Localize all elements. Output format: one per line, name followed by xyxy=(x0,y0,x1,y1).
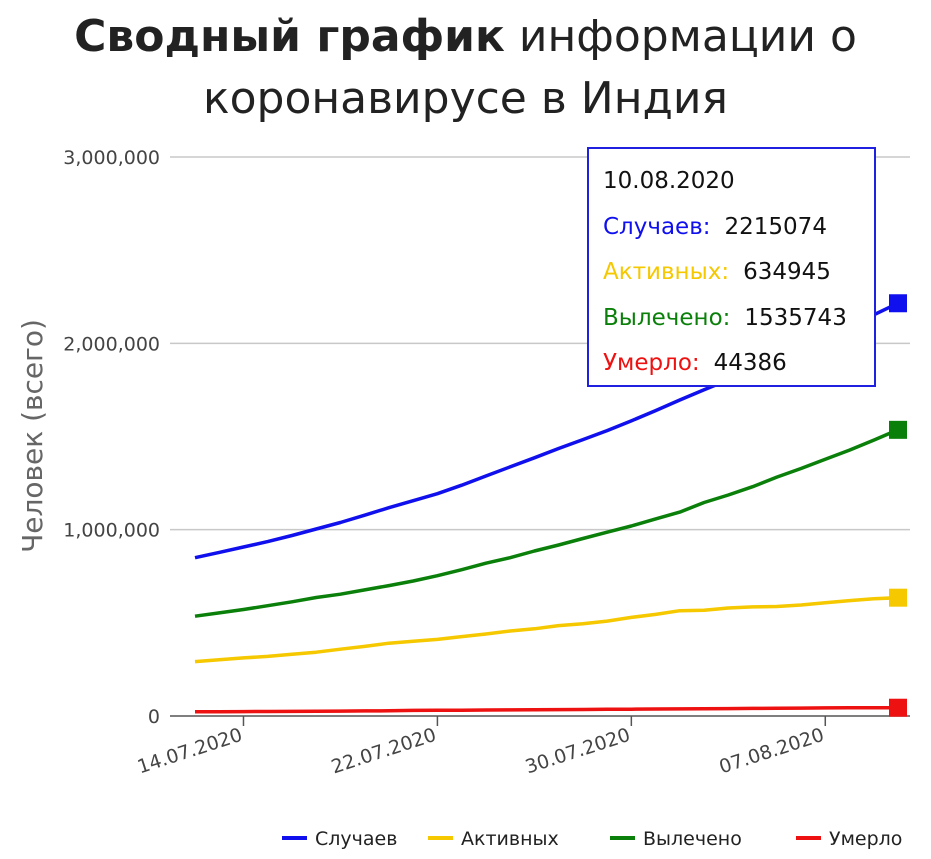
y-tick-label: 3,000,000 xyxy=(63,147,160,169)
tooltip-row-value: 1535743 xyxy=(744,305,847,331)
series-end-marker xyxy=(889,420,907,439)
series-end-marker xyxy=(889,588,907,607)
series-lines xyxy=(194,294,907,717)
chart-title-rest: информации о xyxy=(504,11,857,62)
legend-label: Случаев xyxy=(315,828,397,850)
tooltip-row-value: 634945 xyxy=(743,259,831,285)
series-line xyxy=(194,705,898,714)
chart-title: Сводный график информации о коронавирусе… xyxy=(0,6,931,130)
tooltip-row-label: Вылечено: xyxy=(603,305,731,331)
tooltip-row-value: 44386 xyxy=(713,350,787,376)
tooltip-row: Умерло: 44386 xyxy=(603,350,787,376)
tooltip-row: Вылечено: 1535743 xyxy=(603,305,847,331)
legend-label: Вылечено xyxy=(643,828,742,850)
chart-title-bold: Сводный график xyxy=(74,11,505,62)
tooltip-row: Активных: 634945 xyxy=(603,259,831,285)
x-axis-ticks: 14.07.2020 22.07.2020 30.07.2020 07.08.2020 xyxy=(135,716,827,778)
legend-label: Активных xyxy=(461,828,559,850)
series-end-marker xyxy=(889,698,907,717)
x-tick-label: 22.07.2020 xyxy=(329,724,439,779)
x-tick-label: 14.07.2020 xyxy=(135,724,245,779)
y-axis-ticks: 0 1,000,000 2,000,000 3,000,000 xyxy=(63,147,160,728)
y-tick-label: 1,000,000 xyxy=(63,520,160,542)
x-tick-label: 30.07.2020 xyxy=(523,724,633,779)
y-axis-label: Человек (всего) xyxy=(16,319,49,553)
legend-label: Умерло xyxy=(829,828,902,850)
x-tick-label: 07.08.2020 xyxy=(717,724,827,779)
series-line xyxy=(194,428,899,618)
tooltip-row-label: Умерло: xyxy=(603,350,700,376)
legend: Случаев Активных Вылечено Умерло xyxy=(282,828,902,850)
tooltip: 10.08.2020 Случаев: 2215074 Активных: 63494… xyxy=(587,147,876,387)
tooltip-row-label: Случаев: xyxy=(603,214,711,240)
tooltip-date: 10.08.2020 xyxy=(603,168,735,194)
series-line xyxy=(194,595,899,664)
tooltip-row-value: 2215074 xyxy=(724,214,827,240)
chart-title-line2: коронавирусе в Индия xyxy=(203,73,728,124)
tooltip-row: Случаев: 2215074 xyxy=(603,214,827,240)
series-end-marker xyxy=(889,294,907,313)
tooltip-row-label: Активных: xyxy=(603,259,730,285)
y-tick-label: 2,000,000 xyxy=(63,333,160,355)
y-tick-label: 0 xyxy=(148,706,160,728)
